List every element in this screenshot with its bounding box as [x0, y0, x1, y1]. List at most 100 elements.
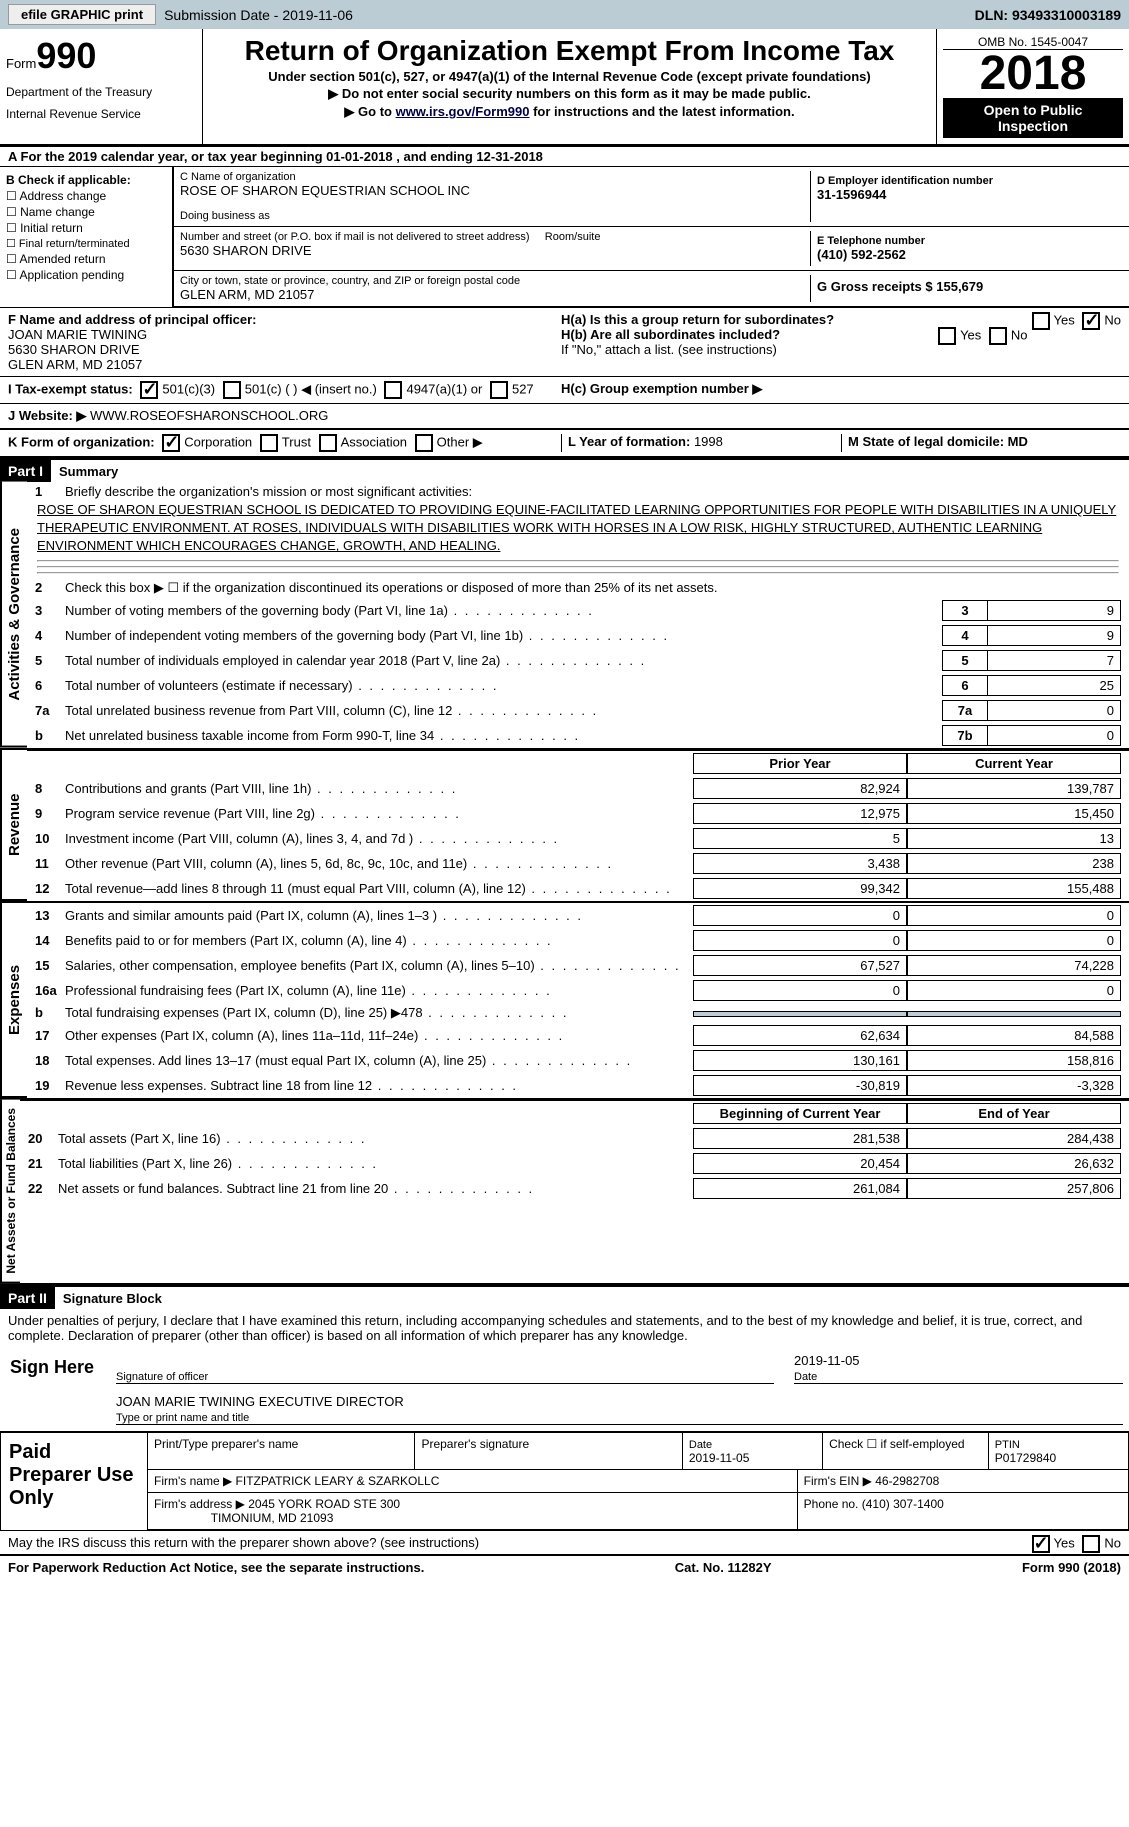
org-name: ROSE OF SHARON EQUESTRIAN SCHOOL INC	[180, 183, 810, 198]
rev-9: Program service revenue (Part VIII, line…	[65, 806, 693, 821]
cb-final[interactable]: ☐ Final return/terminated	[6, 237, 166, 250]
cb-501c[interactable]	[223, 381, 241, 399]
sig-date: 2019-11-05	[794, 1353, 860, 1368]
prep-sig-lbl: Preparer's signature	[415, 1433, 682, 1469]
type-lbl: Type or print name and title	[116, 1412, 249, 1424]
gross-receipts: 155,679	[936, 279, 983, 294]
cb-other[interactable]	[415, 434, 433, 452]
f-label: F Name and address of principal officer:	[8, 312, 545, 327]
hb-label: H(b) Are all subordinates included?	[561, 327, 780, 342]
cb-trust[interactable]	[260, 434, 278, 452]
ha-yes[interactable]	[1032, 312, 1050, 330]
rev-12: Total revenue—add lines 8 through 11 (mu…	[65, 881, 693, 896]
line-3: Number of voting members of the governin…	[65, 603, 942, 618]
section-h: H(a) Is this a group return for subordin…	[553, 308, 1129, 376]
form-word: Form	[6, 56, 36, 71]
g-label: G Gross receipts $	[817, 279, 933, 294]
part2-title: Signature Block	[63, 1291, 162, 1306]
ein: 31-1596944	[817, 187, 1117, 202]
i-label: I Tax-exempt status:	[8, 381, 133, 396]
prep-name-lbl: Print/Type preparer's name	[148, 1433, 415, 1469]
street-addr: 5630 SHARON DRIVE	[180, 243, 810, 258]
exp-14: Benefits paid to or for members (Part IX…	[65, 933, 693, 948]
room-label: Room/suite	[545, 231, 601, 243]
cb-initial[interactable]: ☐ Initial return	[6, 221, 166, 235]
officer-addr2: GLEN ARM, MD 21057	[8, 357, 545, 372]
sig-officer-lbl: Signature of officer	[116, 1371, 208, 1383]
form-number: 990	[36, 35, 96, 76]
vlabel-activities: Activities & Governance	[0, 482, 27, 748]
rev-10: Investment income (Part VIII, column (A)…	[65, 831, 693, 846]
self-employed[interactable]: Check ☐ if self-employed	[823, 1433, 989, 1469]
phone: (410) 592-2562	[817, 247, 1117, 262]
e-label: E Telephone number	[817, 235, 1117, 247]
line-b: Net unrelated business taxable income fr…	[65, 728, 942, 743]
footer-right: Form 990 (2018)	[1022, 1560, 1121, 1575]
firm-name: FITZPATRICK LEARY & SZARKOLLC	[236, 1474, 440, 1488]
curr-hdr: Current Year	[907, 753, 1121, 774]
d-label: D Employer identification number	[817, 175, 1117, 187]
subtitle2: ▶ Do not enter social security numbers o…	[209, 86, 930, 102]
exp-13: Grants and similar amounts paid (Part IX…	[65, 908, 693, 923]
part2-badge: Part II	[0, 1287, 55, 1309]
discuss-text: May the IRS discuss this return with the…	[8, 1535, 479, 1550]
line-4: Number of independent voting members of …	[65, 628, 942, 643]
subtitle1: Under section 501(c), 527, or 4947(a)(1)…	[209, 69, 930, 84]
section-b: B Check if applicable: ☐ Address change …	[0, 167, 174, 307]
discuss-no[interactable]	[1082, 1535, 1100, 1553]
discuss-yes[interactable]	[1032, 1535, 1050, 1553]
cb-amended[interactable]: ☐ Amended return	[6, 252, 166, 266]
cb-assoc[interactable]	[319, 434, 337, 452]
l-label: L Year of formation:	[568, 434, 690, 449]
firm-ein: 46-2982708	[875, 1474, 939, 1488]
firm-phone: (410) 307-1400	[862, 1497, 944, 1511]
date-lbl: Date	[794, 1371, 817, 1383]
year-formation: 1998	[694, 434, 723, 449]
ha-no[interactable]	[1082, 312, 1100, 330]
main-title: Return of Organization Exempt From Incom…	[209, 35, 930, 67]
year-box: OMB No. 1545-0047 2018 Open to Public In…	[937, 29, 1129, 144]
city-state-zip: GLEN ARM, MD 21057	[180, 287, 810, 302]
cb-corp[interactable]	[162, 434, 180, 452]
irs-link[interactable]: www.irs.gov/Form990	[396, 104, 530, 119]
row-a: A For the 2019 calendar year, or tax yea…	[0, 147, 1129, 166]
paid-preparer: Paid Preparer Use Only	[1, 1433, 148, 1530]
submission-date: Submission Date - 2019-11-06	[164, 7, 353, 23]
sign-here: Sign Here	[0, 1347, 110, 1431]
vlabel-revenue: Revenue	[0, 750, 27, 901]
public-inspection: Open to Public Inspection	[943, 98, 1123, 138]
line-6: Total number of volunteers (estimate if …	[65, 678, 942, 693]
dba-label: Doing business as	[180, 210, 810, 222]
cb-501c3[interactable]	[140, 381, 158, 399]
perjury-text: Under penalties of perjury, I declare th…	[0, 1309, 1129, 1347]
hb-yes[interactable]	[938, 327, 956, 345]
officer-name: JOAN MARIE TWINING	[8, 327, 545, 342]
footer-mid: Cat. No. 11282Y	[675, 1560, 772, 1575]
cb-address[interactable]: ☐ Address change	[6, 189, 166, 203]
cb-4947[interactable]	[384, 381, 402, 399]
footer-left: For Paperwork Reduction Act Notice, see …	[8, 1560, 424, 1575]
vlabel-balances: Net Assets or Fund Balances	[0, 1100, 20, 1284]
ha-label: H(a) Is this a group return for subordin…	[561, 312, 834, 327]
subtitle3: ▶ Go to www.irs.gov/Form990 for instruct…	[209, 104, 930, 120]
exp-18: Total expenses. Add lines 13–17 (must eq…	[65, 1053, 693, 1068]
line-5: Total number of individuals employed in …	[65, 653, 942, 668]
section-f: F Name and address of principal officer:…	[0, 308, 553, 376]
sub3-pre: ▶ Go to	[344, 104, 395, 119]
sub3-post: for instructions and the latest informat…	[529, 104, 794, 119]
cb-pending[interactable]: ☐ Application pending	[6, 268, 166, 282]
bal-22: Net assets or fund balances. Subtract li…	[58, 1181, 693, 1196]
exp-15: Salaries, other compensation, employee b…	[65, 958, 693, 973]
cb-name[interactable]: ☐ Name change	[6, 205, 166, 219]
prior-hdr: Prior Year	[693, 753, 907, 774]
firm-addr2: TIMONIUM, MD 21093	[211, 1511, 334, 1525]
line-7a: Total unrelated business revenue from Pa…	[65, 703, 942, 718]
boy-hdr: Beginning of Current Year	[693, 1103, 907, 1124]
hb-no[interactable]	[989, 327, 1007, 345]
addr-label: Number and street (or P.O. box if mail i…	[180, 231, 530, 243]
efile-btn[interactable]: efile GRAPHIC print	[8, 4, 156, 25]
part1-title: Summary	[59, 464, 118, 479]
officer-addr1: 5630 SHARON DRIVE	[8, 342, 545, 357]
firm-addr1: 2045 YORK ROAD STE 300	[248, 1497, 400, 1511]
cb-527[interactable]	[490, 381, 508, 399]
